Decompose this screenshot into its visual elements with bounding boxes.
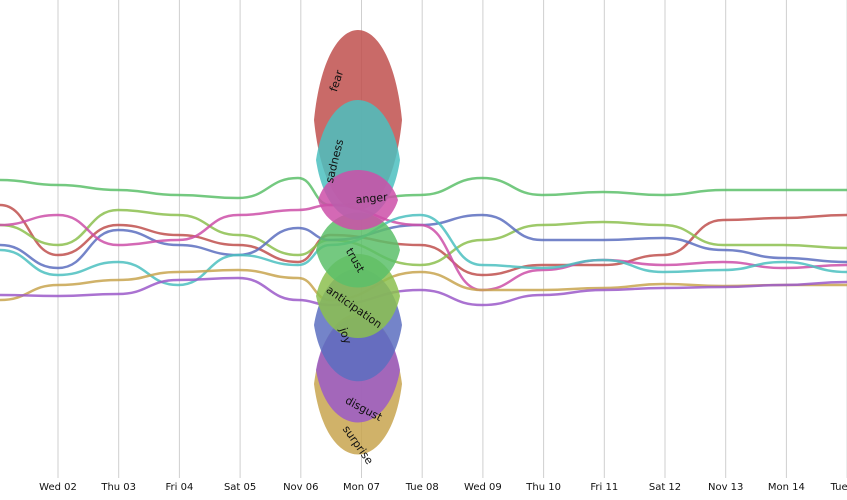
x-tick-label: Thu 10 — [525, 482, 561, 493]
x-tick-label: Fri 04 — [165, 482, 193, 493]
stream-anger — [0, 205, 847, 290]
x-tick-label: Sat 05 — [224, 482, 256, 493]
stream-joy — [0, 215, 847, 268]
x-tick-label: Mon 14 — [768, 482, 805, 493]
x-tick-label: Thu 03 — [100, 482, 136, 493]
x-tick-label: Fri 11 — [590, 482, 618, 493]
stream-trust — [0, 178, 847, 205]
stream-layer — [0, 178, 847, 305]
x-tick-label: Wed 02 — [39, 482, 77, 493]
stream-surprise — [0, 270, 847, 300]
x-tick-label: Sat 12 — [649, 482, 681, 493]
peak-layer — [314, 30, 402, 455]
tick-layer: Wed 02 Thu 03 Fri 04 Sat 05 Nov 06 Mon 07 Tue … — [39, 482, 847, 493]
x-tick-label: Nov 13 — [708, 482, 743, 493]
stream-disgust — [0, 278, 847, 305]
x-tick-label: Tue 08 — [405, 482, 439, 493]
stream-anticipation — [0, 210, 847, 265]
x-tick-label: Tue 15 — [830, 482, 847, 493]
x-tick-label: Mon 07 — [343, 482, 380, 493]
x-tick-label: Nov 06 — [283, 482, 318, 493]
x-tick-label: Wed 09 — [464, 482, 502, 493]
